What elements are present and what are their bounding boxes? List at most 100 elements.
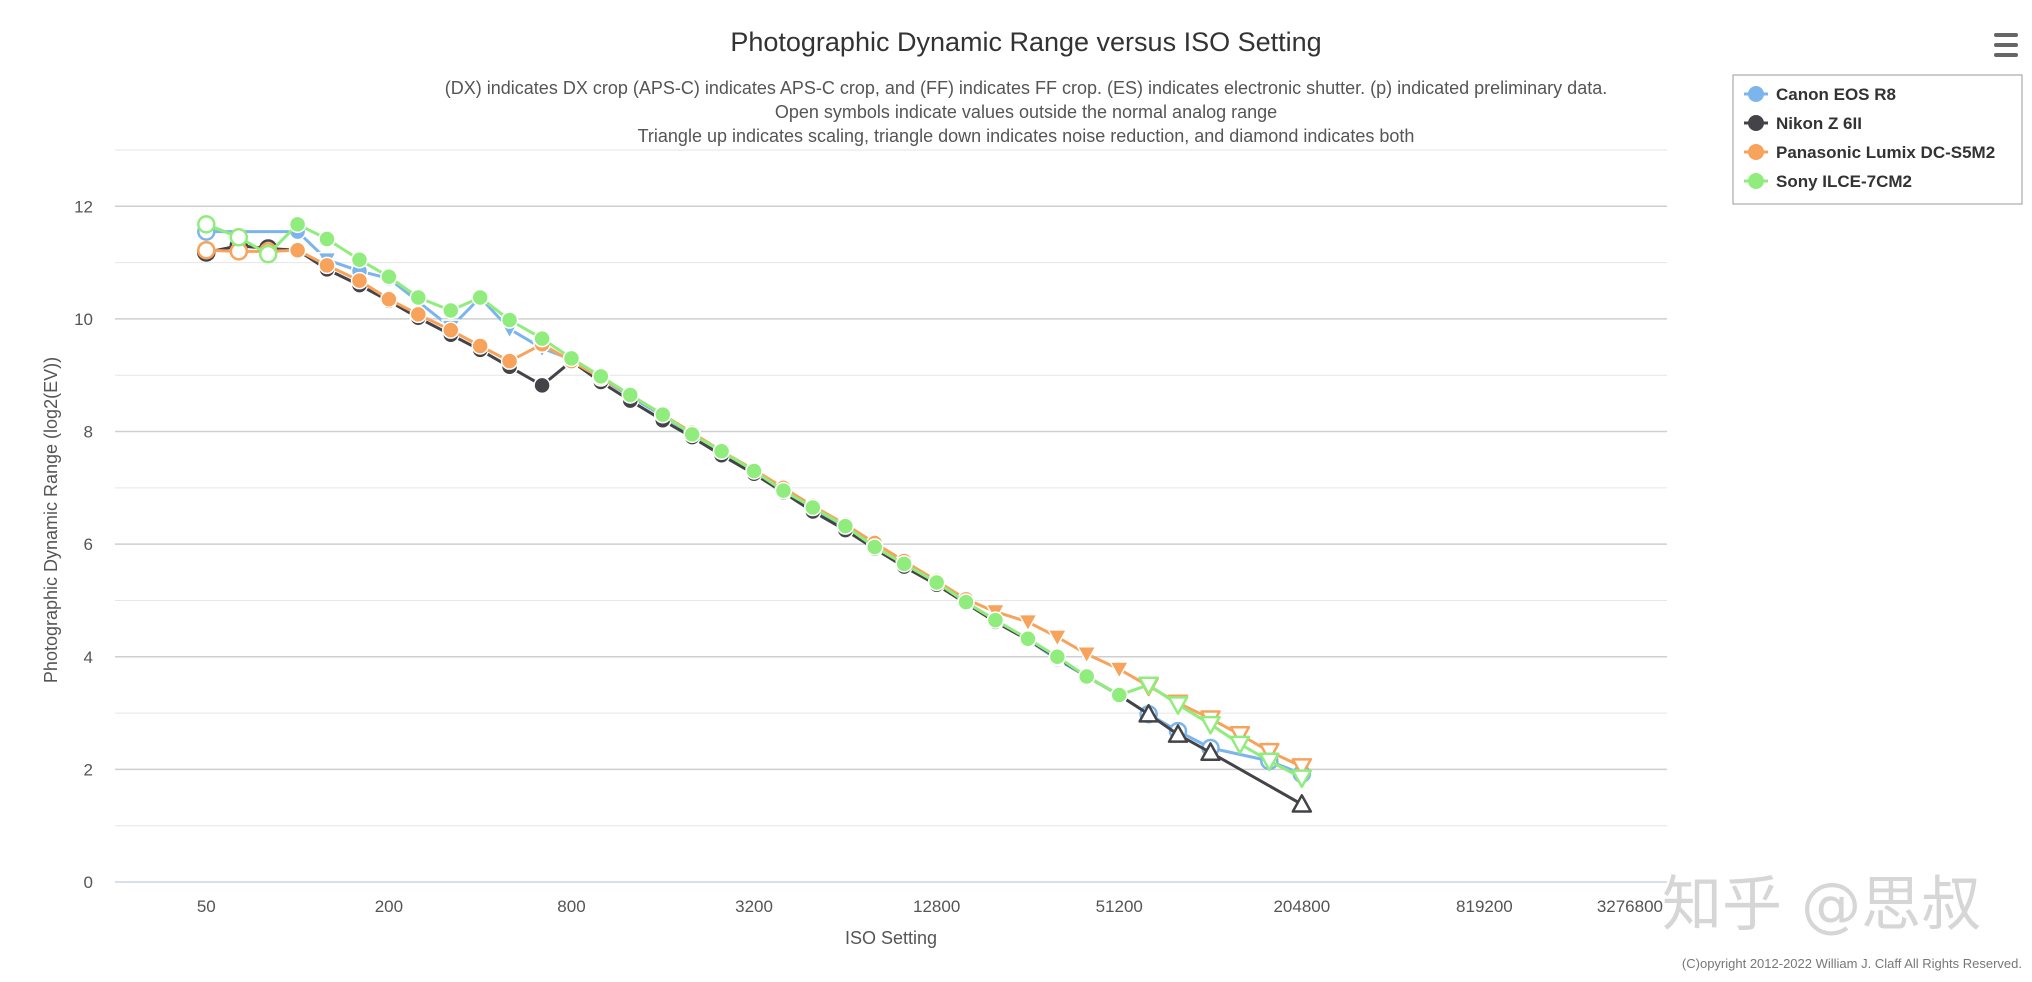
data-point [592, 367, 610, 386]
data-point [1259, 752, 1280, 772]
data-point [865, 538, 884, 556]
legend-label: Panasonic Lumix DC-S5M2 [1776, 143, 1995, 162]
chart-subtitle-line-2: Open symbols indicate values outside the… [775, 102, 1277, 122]
copyright-notice: (C)opyright 2012-2022 William J. Claff A… [1682, 956, 2022, 971]
data-point [654, 405, 672, 424]
data-point [1109, 661, 1129, 679]
data-point [471, 337, 489, 355]
series-canon-eos-r8 [197, 222, 1312, 784]
data-point [927, 573, 946, 592]
data-point [409, 288, 428, 307]
legend-symbol-marker [1748, 86, 1764, 102]
data-point [471, 288, 489, 307]
data-point [1229, 735, 1251, 755]
data-point [197, 215, 216, 234]
data-point [1048, 648, 1067, 666]
legend: Canon EOS R8 Nikon Z 6II Panasonic Lumix D… [1732, 74, 2023, 205]
data-point [895, 555, 913, 573]
data-point [318, 230, 336, 248]
data-point [533, 329, 551, 348]
series-line-sony-ilce-7cm2 [205, 222, 1303, 780]
data-point [1138, 703, 1159, 723]
data-point [745, 462, 763, 480]
x-tick-label: 3200 [735, 897, 773, 916]
x-tick-label: 204800 [1273, 897, 1330, 916]
data-point [712, 442, 731, 460]
chart-subtitle-line-1: (DX) indicates DX crop (APS-C) indicates… [445, 78, 1607, 98]
data-point [1076, 646, 1097, 664]
y-tick-label: 4 [84, 648, 93, 667]
legend-box [1732, 74, 2023, 205]
data-point [1291, 769, 1313, 789]
x-tick-label: 51200 [1096, 897, 1143, 916]
series-line-canon-eos-r8 [206, 230, 1303, 776]
y-tick-label: 12 [74, 197, 93, 216]
legend-item-sony-ilce-7cm2[interactable]: Sony ILCE-7CM2 [1744, 172, 1912, 191]
legend-label: Canon EOS R8 [1776, 85, 1896, 104]
data-point [1047, 629, 1068, 647]
chart-subtitle-line-3: Triangle up indicates scaling, triangle … [638, 126, 1415, 146]
data-point [197, 240, 216, 260]
watermark: 知乎 @思叔 [1662, 870, 1981, 940]
data-point [1110, 686, 1128, 704]
x-tick-label: 3276800 [1597, 897, 1663, 916]
legend-item-panasonic-lumix-dc-s5m2[interactable]: Panasonic Lumix DC-S5M2 [1744, 143, 1995, 162]
y-tick-label: 10 [74, 310, 93, 329]
data-point [774, 481, 793, 500]
x-axis-ticks: 50 200 800 3200 12800 51200 204800 819200 327680… [197, 897, 1663, 916]
series-nikon-z-6ii [197, 236, 1313, 813]
data-point [683, 425, 701, 444]
legend-item-canon-eos-r8[interactable]: Canon EOS R8 [1744, 85, 1896, 104]
legend-symbol-marker [1748, 115, 1764, 131]
data-point [409, 305, 428, 324]
data-point [229, 228, 249, 247]
data-point [380, 290, 398, 308]
legend-label: Nikon Z 6II [1776, 114, 1862, 133]
data-point [1259, 742, 1280, 762]
data-point [1019, 630, 1037, 648]
data-point [258, 244, 278, 264]
data-point [836, 517, 855, 535]
data-point [957, 593, 975, 611]
x-tick-label: 800 [557, 897, 585, 916]
data-point [986, 611, 1005, 629]
data-point [1229, 726, 1251, 745]
x-tick-label: 12800 [913, 897, 960, 916]
data-point [500, 311, 519, 329]
data-point [1167, 724, 1189, 743]
data-point [350, 251, 369, 269]
x-tick-label: 819200 [1456, 897, 1513, 916]
data-point [1200, 715, 1221, 735]
x-tick-label: 50 [197, 897, 216, 916]
data-point [500, 352, 519, 370]
data-point [533, 376, 551, 395]
data-point [1077, 667, 1096, 686]
data-point [442, 321, 460, 339]
data-point [804, 498, 822, 517]
legend-symbol-marker [1748, 144, 1764, 160]
legend-label: Sony ILCE-7CM2 [1776, 172, 1912, 191]
y-tick-label: 8 [84, 423, 93, 442]
legend-symbol-marker [1748, 173, 1764, 189]
series-group [197, 215, 1313, 813]
data-point [318, 256, 336, 275]
data-point [1291, 794, 1313, 813]
y-axis-title: Photographic Dynamic Range (log2(EV)) [41, 357, 61, 683]
series-line-nikon-z-6ii [205, 244, 1303, 806]
data-point [621, 386, 640, 404]
y-axis-ticks: 0 2 4 6 8 10 12 [74, 197, 93, 892]
series-sony-ilce-7cm2 [197, 215, 1313, 789]
x-axis-title: ISO Setting [845, 928, 937, 948]
y-tick-label: 0 [84, 873, 93, 892]
series-panasonic-lumix-dc-s5m2 [197, 240, 1313, 777]
y-tick-label: 6 [84, 535, 93, 554]
data-point [1167, 696, 1189, 715]
data-point [1291, 758, 1313, 777]
hamburger-menu-icon[interactable] [1994, 33, 2018, 57]
data-point [1018, 613, 1038, 632]
data-point [350, 271, 369, 290]
legend-item-nikon-z-6ii[interactable]: Nikon Z 6II [1744, 114, 1862, 133]
data-point [288, 241, 307, 259]
